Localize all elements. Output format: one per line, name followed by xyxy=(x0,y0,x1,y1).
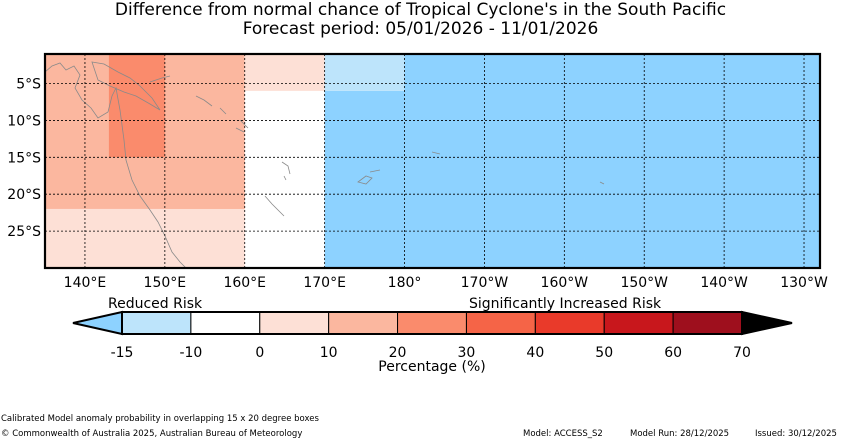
probability-cell xyxy=(324,54,405,91)
australia-coastline xyxy=(45,62,187,268)
colorbar-tick-label: 40 xyxy=(526,345,544,361)
colorbar-under-arrow xyxy=(72,310,123,336)
lon-tick-label: 180° xyxy=(388,275,422,291)
colorbar-bin xyxy=(534,311,605,335)
colorbar-tick-label: 60 xyxy=(664,345,682,361)
solomon-islands-coastline xyxy=(195,95,249,133)
lat-tick-label: 10°S xyxy=(7,113,41,129)
issued-date: Issued: 30/12/2025 xyxy=(755,429,837,439)
forecast-period: Forecast period: 05/01/2026 - 11/01/2026 xyxy=(242,19,599,39)
probability-cell xyxy=(108,54,165,158)
colorbar-bin xyxy=(259,311,330,335)
lon-tick-label: 170°W xyxy=(461,275,509,291)
lon-tick-label: 170°E xyxy=(303,275,346,291)
cook-islands-coastline xyxy=(599,181,605,185)
colorbar-bin xyxy=(328,311,399,335)
colorbar-bin xyxy=(672,311,743,335)
copyright-note: © Commonwealth of Australia 2025, Austra… xyxy=(1,429,303,439)
calibration-note: Calibrated Model anomaly probability in … xyxy=(1,414,319,424)
lon-tick-label: 160°E xyxy=(223,275,266,291)
probability-cell xyxy=(324,90,405,268)
lon-tick-label: 150°W xyxy=(620,275,668,291)
probability-cell xyxy=(164,157,245,209)
colorbar-bin xyxy=(465,311,536,335)
colorbar-axis-label: Percentage (%) xyxy=(378,359,485,375)
probability-cell xyxy=(164,208,245,268)
fiji-coastline xyxy=(357,169,381,185)
probability-cell xyxy=(404,54,820,268)
increased-risk-label: Significantly Increased Risk xyxy=(469,296,662,312)
lon-tick-label: 140°E xyxy=(64,275,107,291)
map-area xyxy=(45,54,820,268)
new-britain-coastline xyxy=(149,75,171,83)
colorbar-tick-label: 50 xyxy=(595,345,613,361)
lon-tick-label: 130°W xyxy=(780,275,828,291)
reduced-risk-label: Reduced Risk xyxy=(108,296,203,312)
colorbar-tick-label: 20 xyxy=(389,345,407,361)
lon-tick-label: 140°W xyxy=(700,275,748,291)
colorbar-tick-label: 0 xyxy=(255,345,264,361)
model-run: Model Run: 28/12/2025 xyxy=(630,429,730,439)
colorbar-tick-label: -15 xyxy=(111,345,134,361)
colorbar-tick-label: 30 xyxy=(458,345,476,361)
colorbar-over-arrow xyxy=(741,310,793,336)
model-name: Model: ACCESS_S2 xyxy=(523,429,603,439)
colorbar-frame xyxy=(121,311,743,335)
lat-tick-label: 20°S xyxy=(7,187,41,203)
vanuatu-coastline xyxy=(281,161,291,181)
colorbar-tick-label: 10 xyxy=(320,345,338,361)
lon-tick-label: 150°E xyxy=(144,275,187,291)
lon-tick-label: 160°W xyxy=(541,275,589,291)
lat-tick-label: 15°S xyxy=(7,150,41,166)
new-guinea-coastline xyxy=(91,61,161,111)
colorbar-tick-label: 70 xyxy=(733,345,751,361)
new-caledonia-coastline xyxy=(264,195,285,217)
probability-cell xyxy=(244,54,325,91)
colorbar-tick-label: -10 xyxy=(179,345,202,361)
lat-tick-label: 25°S xyxy=(7,224,41,240)
colorbar-bin xyxy=(397,311,467,335)
lat-tick-label: 5°S xyxy=(16,77,41,93)
map-title: Difference from normal chance of Tropica… xyxy=(114,0,727,20)
colorbar-bin xyxy=(190,311,261,335)
map-frame xyxy=(43,52,822,270)
colorbar-bin xyxy=(121,311,192,335)
samoa-coastline xyxy=(431,151,441,155)
colorbar-bin xyxy=(603,311,674,335)
